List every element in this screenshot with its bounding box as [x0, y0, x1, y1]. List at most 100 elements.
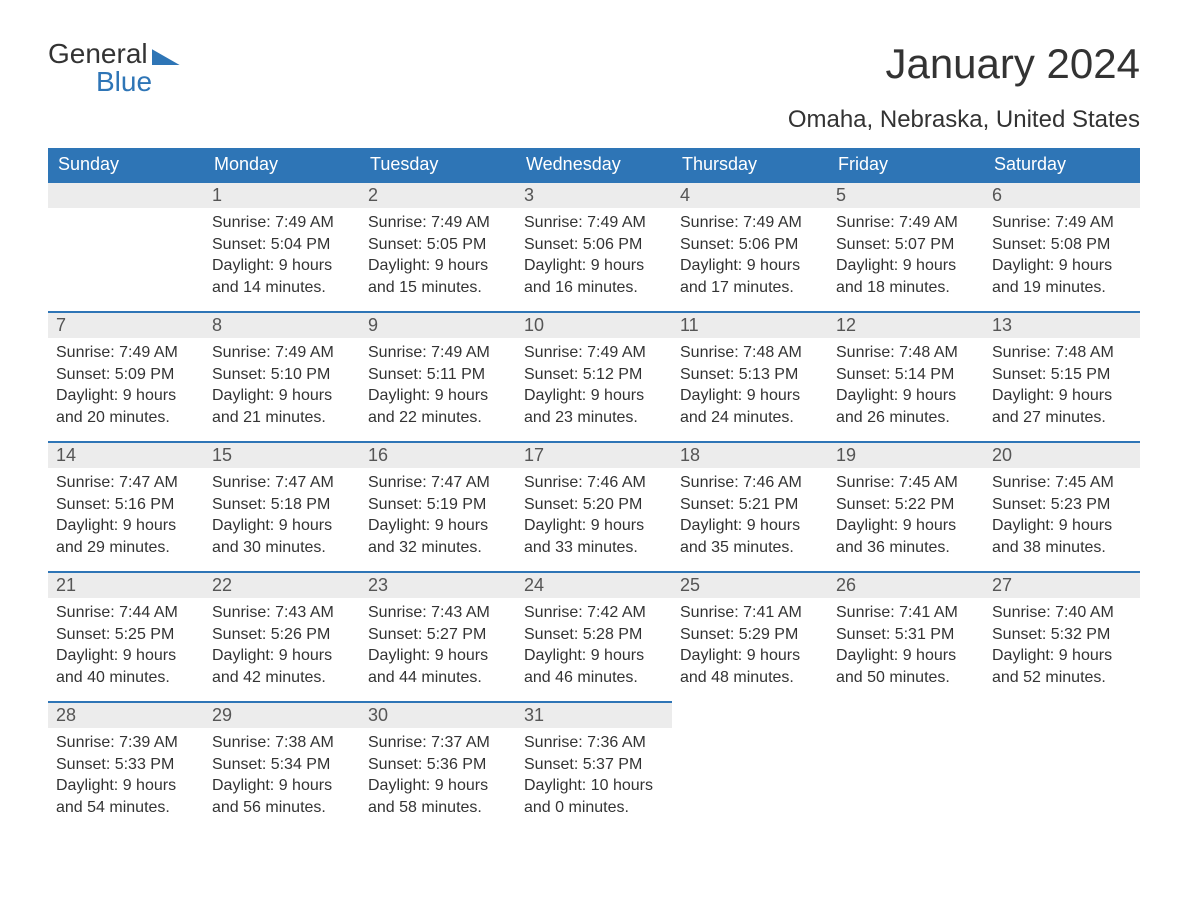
calendar-cell: 26Sunrise: 7:41 AMSunset: 5:31 PMDayligh…	[828, 571, 984, 701]
header: General Blue January 2024 Omaha, Nebrask…	[48, 40, 1140, 134]
day-number: 2	[360, 183, 516, 208]
calendar-cell: 7Sunrise: 7:49 AMSunset: 5:09 PMDaylight…	[48, 311, 204, 441]
sunset-text: Sunset: 5:09 PM	[56, 364, 196, 386]
day-info: Sunrise: 7:48 AMSunset: 5:15 PMDaylight:…	[984, 338, 1140, 428]
sunset-text: Sunset: 5:36 PM	[368, 754, 508, 776]
sunrise-text: Sunrise: 7:49 AM	[524, 212, 664, 234]
sunset-text: Sunset: 5:13 PM	[680, 364, 820, 386]
daylight-text: Daylight: 9 hours and 22 minutes.	[368, 385, 508, 428]
daylight-text: Daylight: 9 hours and 36 minutes.	[836, 515, 976, 558]
day-of-week-header: Monday	[204, 148, 360, 181]
calendar-cell: 19Sunrise: 7:45 AMSunset: 5:22 PMDayligh…	[828, 441, 984, 571]
day-info: Sunrise: 7:49 AMSunset: 5:12 PMDaylight:…	[516, 338, 672, 428]
day-info: Sunrise: 7:43 AMSunset: 5:27 PMDaylight:…	[360, 598, 516, 688]
sunrise-text: Sunrise: 7:49 AM	[680, 212, 820, 234]
sunset-text: Sunset: 5:14 PM	[836, 364, 976, 386]
calendar-cell: 21Sunrise: 7:44 AMSunset: 5:25 PMDayligh…	[48, 571, 204, 701]
sunset-text: Sunset: 5:20 PM	[524, 494, 664, 516]
location-label: Omaha, Nebraska, United States	[788, 106, 1140, 134]
day-number: 25	[672, 573, 828, 598]
daylight-text: Daylight: 9 hours and 32 minutes.	[368, 515, 508, 558]
day-of-week-header: Tuesday	[360, 148, 516, 181]
day-number: 4	[672, 183, 828, 208]
calendar-cell: 25Sunrise: 7:41 AMSunset: 5:29 PMDayligh…	[672, 571, 828, 701]
sunrise-text: Sunrise: 7:43 AM	[212, 602, 352, 624]
day-number: 23	[360, 573, 516, 598]
calendar-cell: 24Sunrise: 7:42 AMSunset: 5:28 PMDayligh…	[516, 571, 672, 701]
calendar-cell	[48, 181, 204, 311]
sunset-text: Sunset: 5:10 PM	[212, 364, 352, 386]
sunrise-text: Sunrise: 7:46 AM	[680, 472, 820, 494]
daylight-text: Daylight: 9 hours and 29 minutes.	[56, 515, 196, 558]
sunrise-text: Sunrise: 7:45 AM	[836, 472, 976, 494]
day-number: 6	[984, 183, 1140, 208]
sunset-text: Sunset: 5:37 PM	[524, 754, 664, 776]
sunset-text: Sunset: 5:06 PM	[680, 234, 820, 256]
day-of-week-header: Saturday	[984, 148, 1140, 181]
day-of-week-header: Wednesday	[516, 148, 672, 181]
daylight-text: Daylight: 9 hours and 17 minutes.	[680, 255, 820, 298]
calendar-cell: 3Sunrise: 7:49 AMSunset: 5:06 PMDaylight…	[516, 181, 672, 311]
day-info: Sunrise: 7:49 AMSunset: 5:10 PMDaylight:…	[204, 338, 360, 428]
sunrise-text: Sunrise: 7:46 AM	[524, 472, 664, 494]
day-number: 20	[984, 443, 1140, 468]
day-number: 18	[672, 443, 828, 468]
calendar-cell: 13Sunrise: 7:48 AMSunset: 5:15 PMDayligh…	[984, 311, 1140, 441]
day-info: Sunrise: 7:49 AMSunset: 5:06 PMDaylight:…	[516, 208, 672, 298]
sunrise-text: Sunrise: 7:41 AM	[680, 602, 820, 624]
calendar-cell: 10Sunrise: 7:49 AMSunset: 5:12 PMDayligh…	[516, 311, 672, 441]
day-info: Sunrise: 7:43 AMSunset: 5:26 PMDaylight:…	[204, 598, 360, 688]
daylight-text: Daylight: 9 hours and 19 minutes.	[992, 255, 1132, 298]
day-info: Sunrise: 7:37 AMSunset: 5:36 PMDaylight:…	[360, 728, 516, 818]
logo: General Blue	[48, 40, 180, 96]
calendar-cell: 6Sunrise: 7:49 AMSunset: 5:08 PMDaylight…	[984, 181, 1140, 311]
calendar-cell: 17Sunrise: 7:46 AMSunset: 5:20 PMDayligh…	[516, 441, 672, 571]
sunrise-text: Sunrise: 7:42 AM	[524, 602, 664, 624]
daylight-text: Daylight: 9 hours and 14 minutes.	[212, 255, 352, 298]
sunset-text: Sunset: 5:26 PM	[212, 624, 352, 646]
day-info: Sunrise: 7:44 AMSunset: 5:25 PMDaylight:…	[48, 598, 204, 688]
page-title: January 2024	[788, 40, 1140, 88]
day-info: Sunrise: 7:45 AMSunset: 5:23 PMDaylight:…	[984, 468, 1140, 558]
day-info: Sunrise: 7:39 AMSunset: 5:33 PMDaylight:…	[48, 728, 204, 818]
day-number: 15	[204, 443, 360, 468]
daylight-text: Daylight: 9 hours and 24 minutes.	[680, 385, 820, 428]
daylight-text: Daylight: 9 hours and 42 minutes.	[212, 645, 352, 688]
daylight-text: Daylight: 9 hours and 54 minutes.	[56, 775, 196, 818]
day-number: 11	[672, 313, 828, 338]
calendar-cell: 20Sunrise: 7:45 AMSunset: 5:23 PMDayligh…	[984, 441, 1140, 571]
calendar-cell: 15Sunrise: 7:47 AMSunset: 5:18 PMDayligh…	[204, 441, 360, 571]
sunrise-text: Sunrise: 7:49 AM	[368, 342, 508, 364]
calendar-cell: 18Sunrise: 7:46 AMSunset: 5:21 PMDayligh…	[672, 441, 828, 571]
sunset-text: Sunset: 5:29 PM	[680, 624, 820, 646]
calendar-cell: 5Sunrise: 7:49 AMSunset: 5:07 PMDaylight…	[828, 181, 984, 311]
day-info: Sunrise: 7:46 AMSunset: 5:20 PMDaylight:…	[516, 468, 672, 558]
day-number	[672, 701, 828, 726]
day-number: 22	[204, 573, 360, 598]
calendar-cell: 30Sunrise: 7:37 AMSunset: 5:36 PMDayligh…	[360, 701, 516, 831]
sunset-text: Sunset: 5:27 PM	[368, 624, 508, 646]
sunset-text: Sunset: 5:28 PM	[524, 624, 664, 646]
day-of-week-header: Sunday	[48, 148, 204, 181]
daylight-text: Daylight: 9 hours and 38 minutes.	[992, 515, 1132, 558]
sunset-text: Sunset: 5:05 PM	[368, 234, 508, 256]
calendar-cell: 4 Sunrise: 7:49 AMSunset: 5:06 PMDaylight…	[672, 181, 828, 311]
title-block: January 2024 Omaha, Nebraska, United Sta…	[788, 40, 1140, 134]
daylight-text: Daylight: 9 hours and 58 minutes.	[368, 775, 508, 818]
day-number: 27	[984, 573, 1140, 598]
day-number	[48, 183, 204, 208]
daylight-text: Daylight: 9 hours and 15 minutes.	[368, 255, 508, 298]
sunset-text: Sunset: 5:12 PM	[524, 364, 664, 386]
day-of-week-header: Thursday	[672, 148, 828, 181]
day-number: 7	[48, 313, 204, 338]
day-info: Sunrise: 7:41 AMSunset: 5:31 PMDaylight:…	[828, 598, 984, 688]
logo-word-2: Blue	[48, 68, 180, 96]
sunset-text: Sunset: 5:16 PM	[56, 494, 196, 516]
sunrise-text: Sunrise: 7:44 AM	[56, 602, 196, 624]
day-number: 31	[516, 703, 672, 728]
calendar-cell: 28Sunrise: 7:39 AMSunset: 5:33 PMDayligh…	[48, 701, 204, 831]
sunrise-text: Sunrise: 7:40 AM	[992, 602, 1132, 624]
sunrise-text: Sunrise: 7:49 AM	[212, 212, 352, 234]
sunset-text: Sunset: 5:15 PM	[992, 364, 1132, 386]
day-info: Sunrise: 7:41 AMSunset: 5:29 PMDaylight:…	[672, 598, 828, 688]
